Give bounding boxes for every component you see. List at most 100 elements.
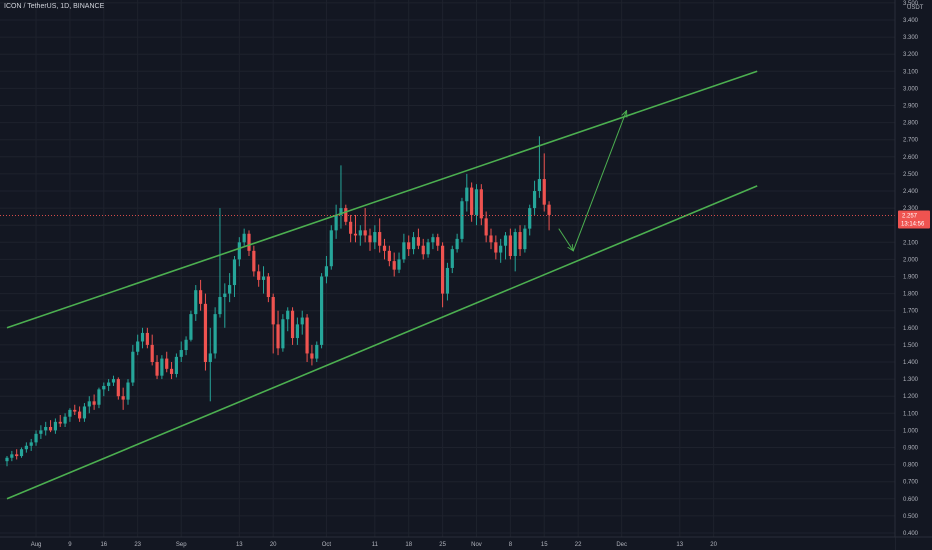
candle: [503, 232, 508, 260]
candle: [494, 235, 498, 260]
price-tick-label: 1.900: [903, 275, 919, 281]
candle-body: [387, 250, 391, 262]
candle: [474, 184, 479, 226]
candle-body: [310, 353, 314, 359]
candle-body: [111, 379, 116, 383]
time-tick-label: Oct: [322, 542, 332, 548]
candle-body: [300, 317, 304, 325]
candle-body: [232, 259, 237, 286]
candle-body: [426, 242, 430, 255]
candle-body: [136, 341, 140, 352]
candle: [528, 204, 532, 236]
candle: [436, 233, 440, 251]
candle: [155, 355, 159, 380]
candle-body: [537, 179, 541, 191]
price-tick-label: 3.400: [903, 18, 919, 24]
price-tick-label: 0.600: [903, 497, 919, 503]
time-tick-label: 15: [541, 542, 548, 548]
candle-body: [237, 242, 241, 260]
candle: [5, 456, 9, 467]
candle: [450, 245, 454, 274]
candle: [68, 408, 72, 422]
candle: [208, 327, 212, 402]
candle-body: [10, 454, 14, 458]
candle-body: [82, 406, 87, 419]
candlestick-series: [5, 136, 551, 467]
candle-body: [523, 228, 527, 250]
candle: [460, 197, 464, 243]
candle-body: [266, 276, 270, 298]
candle-body: [208, 353, 212, 362]
price-tick-label: 1.200: [903, 394, 919, 400]
candle: [295, 317, 299, 345]
price-tick-label: 1.500: [903, 343, 919, 349]
candle: [58, 415, 62, 427]
candle-body: [503, 235, 508, 246]
candle: [174, 353, 178, 378]
candle-body: [78, 411, 82, 419]
candle-body: [169, 368, 174, 374]
candle-body: [165, 358, 169, 369]
lower-channel-line[interactable]: [6, 185, 758, 500]
candle: [416, 228, 420, 250]
candle: [431, 233, 435, 250]
price-axis[interactable]: 0.400 0.500 0.600 0.700 0.800 0.900 1.000 1.100…: [894, 0, 932, 550]
candle-body: [271, 297, 275, 325]
projection-up-line[interactable]: [572, 111, 626, 252]
candle-body: [334, 214, 338, 231]
price-tick-label: 1.800: [903, 292, 919, 298]
candle-body: [320, 276, 324, 345]
upper-channel-line[interactable]: [6, 70, 758, 329]
candle: [223, 283, 227, 328]
candle-body: [474, 189, 479, 215]
currency-label: USDT: [907, 5, 924, 11]
projection-down-line[interactable]: [558, 228, 574, 251]
time-tick-label: 16: [100, 542, 107, 548]
candle: [111, 375, 116, 386]
candle-body: [257, 271, 261, 280]
price-tick-label: 1.100: [903, 411, 919, 417]
candle-body: [126, 382, 130, 400]
candle-body: [286, 310, 290, 320]
candle: [305, 314, 309, 362]
candle: [257, 264, 261, 287]
price-tick-label: 1.300: [903, 377, 919, 383]
price-axis-bg: [895, 0, 932, 550]
price-tick-label: 3.000: [903, 86, 919, 92]
time-axis[interactable]: Aug 9 16 23 Sep 13 20 Oct 11 18 25 Nov 8 15 22 Dec 13 20: [0, 536, 932, 550]
candle: [378, 218, 382, 253]
candle: [499, 238, 503, 263]
candle: [290, 307, 295, 345]
candle: [392, 252, 396, 277]
candle: [261, 266, 266, 294]
candle-body: [407, 242, 411, 250]
candle-body: [276, 324, 280, 349]
candle-body: [24, 445, 28, 450]
time-tick-label: 22: [575, 542, 582, 548]
time-tick-label: 13: [236, 542, 243, 548]
candle-body: [353, 233, 358, 236]
candle-body: [508, 235, 512, 256]
candle: [82, 403, 87, 422]
candle: [368, 228, 372, 251]
candle: [29, 438, 33, 451]
candle: [266, 273, 270, 303]
candle-body: [252, 250, 256, 272]
candle-body: [513, 232, 517, 256]
candle-body: [199, 290, 203, 304]
price-tick-label: 3.300: [903, 35, 919, 41]
candle-body: [358, 230, 362, 236]
candle-body: [150, 344, 154, 362]
candle: [363, 208, 367, 243]
candle: [411, 232, 416, 255]
candle-body: [494, 242, 498, 253]
candle: [63, 413, 67, 427]
candle-body: [174, 356, 178, 374]
candle-body: [518, 232, 522, 250]
candle: [344, 204, 348, 226]
candle: [310, 344, 314, 366]
candle-body: [484, 218, 488, 236]
candle-body: [228, 285, 232, 294]
candle-body: [160, 358, 164, 376]
